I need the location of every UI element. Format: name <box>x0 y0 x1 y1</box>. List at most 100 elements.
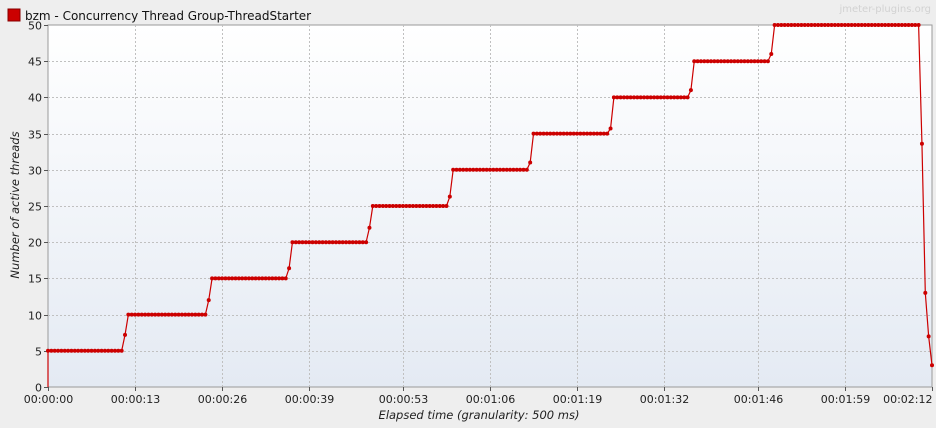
data-point <box>467 167 472 172</box>
data-point <box>558 131 563 136</box>
data-point <box>678 95 683 100</box>
data-point <box>796 23 801 27</box>
data-point <box>625 95 630 100</box>
data-point <box>300 240 305 245</box>
data-point <box>146 312 151 317</box>
x-tick-label: 00:00:00 <box>24 393 73 406</box>
data-point <box>287 266 292 271</box>
data-point <box>474 167 479 172</box>
data-point <box>585 131 590 136</box>
data-point <box>387 204 392 208</box>
data-point <box>106 348 111 353</box>
data-point <box>876 23 881 27</box>
data-point <box>417 204 422 208</box>
data-point <box>410 204 415 208</box>
data-point <box>263 276 268 281</box>
data-point <box>367 225 372 230</box>
data-point <box>578 131 583 136</box>
data-point <box>682 95 687 100</box>
data-point <box>390 204 395 208</box>
x-tick-label: 00:02:12 <box>883 393 932 406</box>
x-tick-label: 00:00:39 <box>285 393 334 406</box>
data-point <box>544 131 549 136</box>
legend: bzm - Concurrency Thread Group-ThreadSta… <box>7 8 311 23</box>
data-point <box>340 240 345 245</box>
data-point <box>752 59 757 64</box>
data-point <box>635 95 640 100</box>
data-point <box>320 240 325 245</box>
data-point <box>133 312 138 317</box>
data-point <box>789 23 794 27</box>
data-point <box>270 276 275 281</box>
data-point <box>159 312 164 317</box>
data-point <box>685 95 690 100</box>
data-point <box>863 23 868 27</box>
data-point <box>889 23 894 27</box>
data-point <box>290 240 295 245</box>
data-point <box>605 131 610 136</box>
data-point <box>618 95 623 100</box>
data-point <box>802 23 807 27</box>
data-point <box>531 131 536 136</box>
data-point <box>729 59 734 64</box>
data-point <box>230 276 235 281</box>
data-point <box>923 290 928 295</box>
data-point <box>89 348 94 353</box>
data-point <box>692 59 697 64</box>
data-point <box>749 59 754 64</box>
data-point <box>809 23 814 27</box>
data-point <box>745 59 750 64</box>
data-point <box>186 312 191 317</box>
data-point <box>548 131 553 136</box>
data-point <box>226 276 231 281</box>
data-point <box>615 95 620 100</box>
data-point <box>672 95 677 100</box>
legend-swatch <box>7 8 21 22</box>
data-point <box>129 312 134 317</box>
data-point <box>173 312 178 317</box>
data-point <box>344 240 349 245</box>
data-point <box>360 240 365 245</box>
y-axis-ticks: 0 5 10 15 20 25 30 35 40 45 50 <box>28 20 48 395</box>
data-point <box>196 312 201 317</box>
data-point <box>508 167 513 172</box>
data-point <box>628 95 633 100</box>
data-point <box>852 23 857 27</box>
data-point <box>782 23 787 27</box>
data-point <box>826 23 831 27</box>
data-point <box>816 23 821 27</box>
data-point <box>431 204 436 208</box>
data-point <box>236 276 241 281</box>
data-point <box>116 348 121 353</box>
data-point <box>759 59 764 64</box>
data-point <box>464 167 469 172</box>
x-tick-label: 00:01:59 <box>821 393 870 406</box>
data-point <box>297 240 302 245</box>
data-point <box>621 95 626 100</box>
data-point <box>56 348 61 353</box>
watermark-text: jmeter-plugins.org <box>838 4 931 15</box>
data-point <box>86 348 91 353</box>
y-tick-label: 25 <box>28 201 42 214</box>
data-point <box>839 23 844 27</box>
data-point <box>333 240 338 245</box>
data-point <box>698 59 703 64</box>
data-point <box>769 51 774 56</box>
data-point <box>631 95 636 100</box>
data-point <box>166 312 171 317</box>
data-point <box>377 204 382 208</box>
data-point <box>303 240 308 245</box>
y-tick-label: 35 <box>28 129 42 142</box>
data-point <box>317 240 322 245</box>
data-point <box>668 95 673 100</box>
data-point <box>451 167 456 172</box>
data-point <box>899 23 904 27</box>
data-point <box>712 59 717 64</box>
data-point <box>732 59 737 64</box>
data-point <box>869 23 874 27</box>
data-point <box>534 131 539 136</box>
y-tick-label: 30 <box>28 165 42 178</box>
data-point <box>930 363 934 368</box>
data-point <box>213 276 218 281</box>
